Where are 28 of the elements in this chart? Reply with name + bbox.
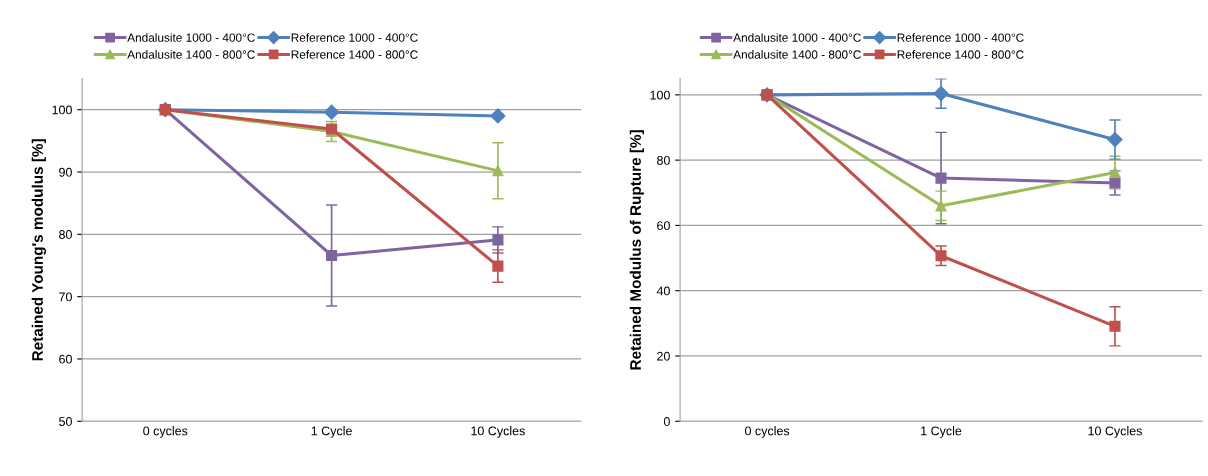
y-tick-label: 60 bbox=[59, 354, 72, 364]
x-tick-label: 10 Cycles bbox=[1088, 426, 1142, 438]
legend-label: Andalusite 1400 - 800°C bbox=[733, 50, 861, 59]
y-tick-label: 40 bbox=[656, 286, 670, 296]
legend-label: Reference 1000 - 400°C bbox=[291, 33, 418, 42]
y-tick-label: 80 bbox=[59, 230, 72, 239]
y-tick-label: 90 bbox=[59, 167, 72, 177]
legend-label: Andalusite 1000 - 400°C bbox=[733, 33, 861, 42]
y-tick-label: 50 bbox=[59, 417, 72, 426]
legend-label: Andalusite 1400 - 800°C bbox=[127, 50, 255, 59]
x-tick-label: 10 Cycles bbox=[471, 426, 525, 438]
y-axis-title: Retained Modulus of Rupture [%] bbox=[629, 130, 644, 370]
legend-label: Reference 1000 - 400°C bbox=[897, 33, 1024, 42]
y-axis-title: Retained Young's modulus [%] bbox=[31, 139, 47, 361]
legend-label: Reference 1400 - 800°C bbox=[897, 50, 1024, 59]
x-tick-label: 1 Cycle bbox=[311, 426, 352, 438]
x-tick-label: 1 Cycle bbox=[921, 426, 962, 438]
x-tick-label: 0 cycles bbox=[143, 426, 188, 438]
y-tick-label: 70 bbox=[59, 292, 72, 302]
legend-label: Andalusite 1000 - 400°C bbox=[127, 33, 255, 42]
y-tick-label: 0 bbox=[663, 417, 670, 426]
x-tick-label: 0 cycles bbox=[744, 426, 790, 438]
y-tick-label: 60 bbox=[657, 221, 670, 231]
legend-label: Reference 1400 - 800°C bbox=[291, 50, 418, 59]
y-tick-label: 20 bbox=[657, 351, 670, 361]
y-tick-label: 80 bbox=[657, 155, 670, 165]
y-tick-label: 100 bbox=[650, 90, 670, 100]
y-tick-label: 100 bbox=[52, 105, 72, 115]
